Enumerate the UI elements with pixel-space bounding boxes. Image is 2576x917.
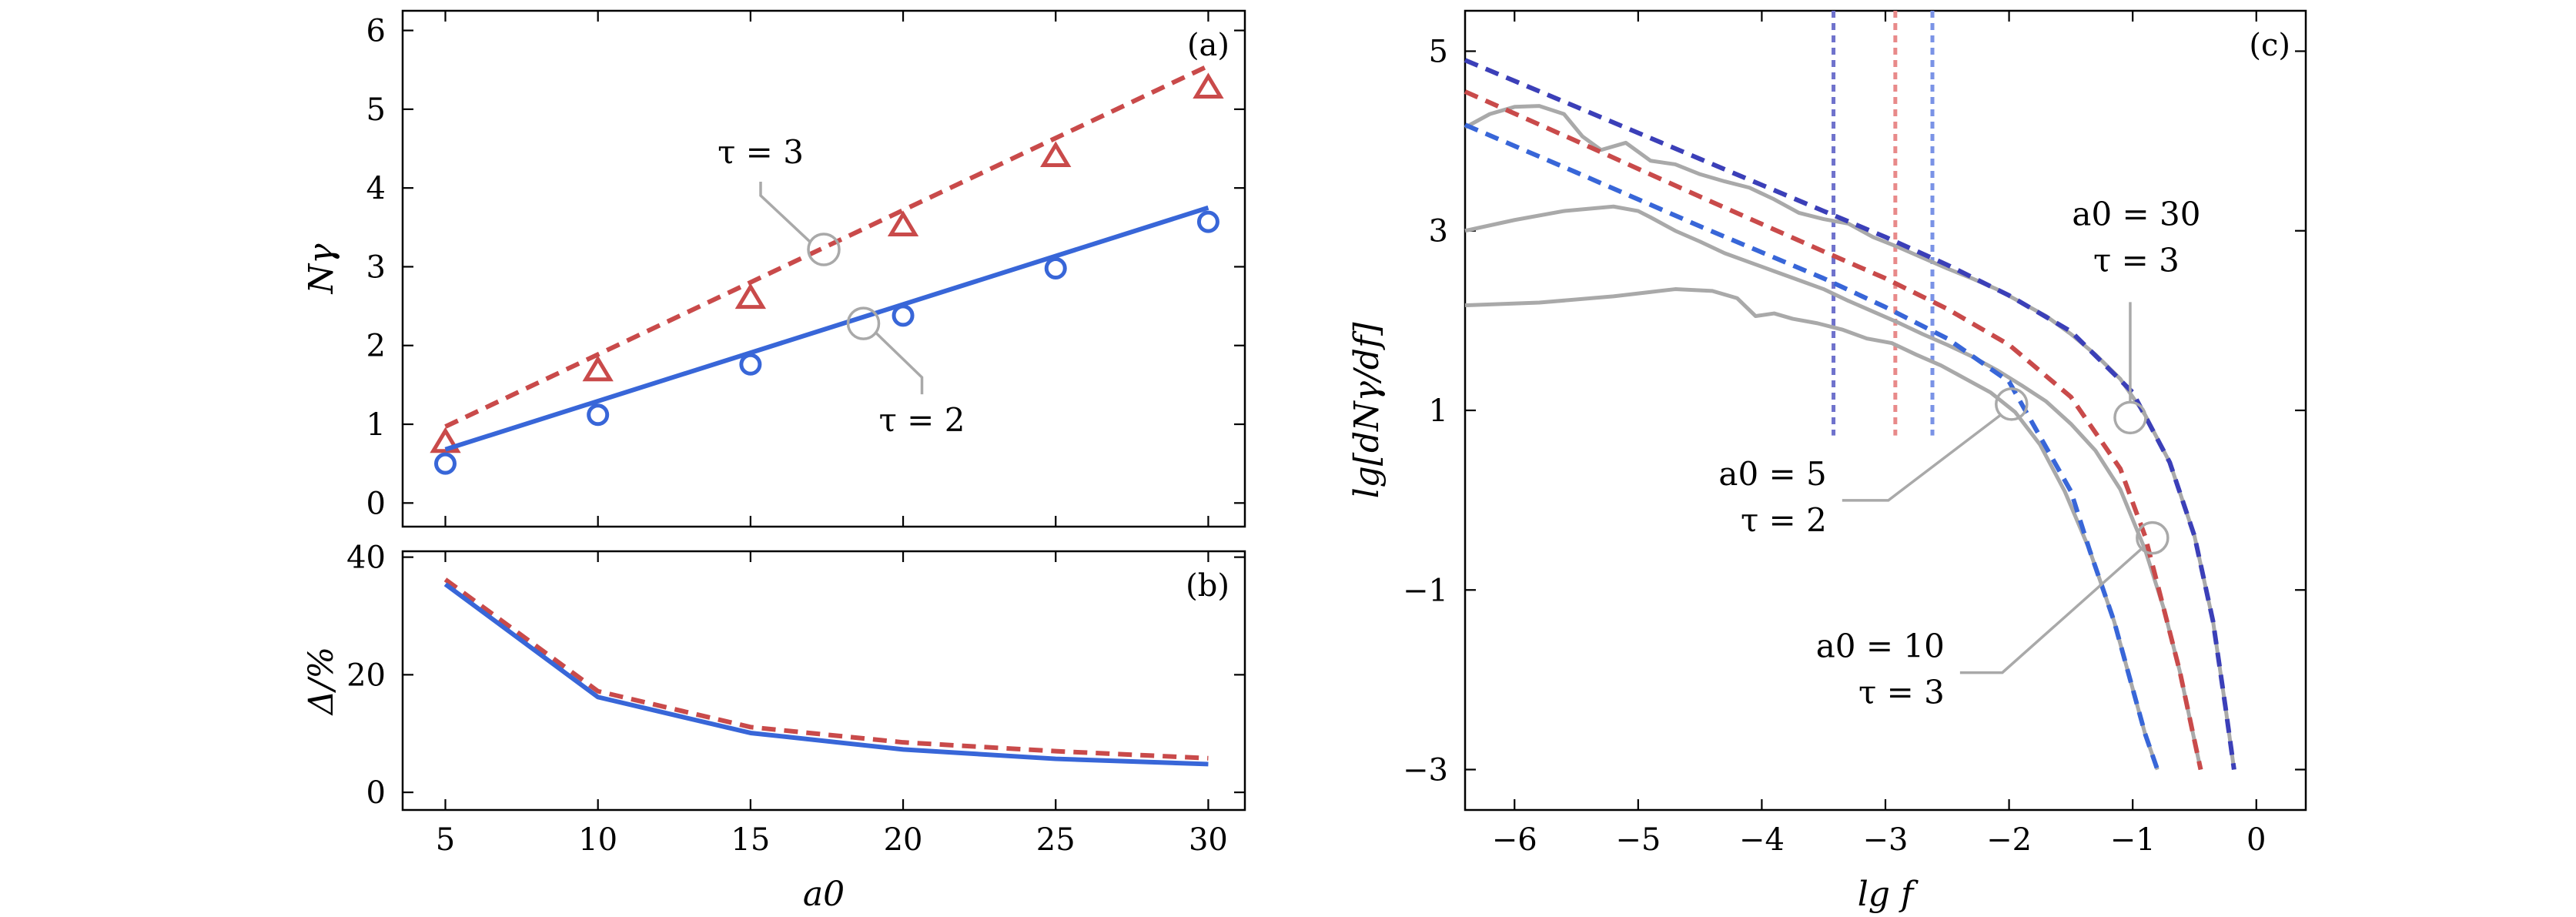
y-axis-label: Nγ	[302, 243, 341, 295]
y-tick-label: 0	[366, 775, 386, 811]
data-point-triangle	[734, 283, 767, 310]
series-line	[1464, 58, 2236, 770]
x-tick-label: −6	[1492, 822, 1537, 858]
y-tick-label: 3	[1429, 214, 1448, 249]
panel-label: (a)	[1187, 28, 1229, 63]
annotation-leader	[759, 181, 811, 243]
data-point-triangle	[582, 355, 614, 382]
x-tick-label: −3	[1863, 822, 1909, 858]
chart-panel-c: −6 −5 −4 −3 −2 −1 0 −3 −1 1 3 5 (c) lg f lg[dNγ/df] a0 …	[1347, 9, 2307, 914]
y-tick-label: 1	[1429, 393, 1448, 429]
x-axis-label: lg f	[1858, 875, 1919, 914]
annotation-marker	[2113, 400, 2147, 435]
y-tick-label: 4	[366, 171, 386, 206]
x-tick-label: −4	[1739, 822, 1785, 858]
annotation-marker	[1995, 387, 2029, 421]
panel-label: (c)	[2249, 28, 2290, 63]
series-line	[443, 577, 1209, 761]
annotation-label: a0 = 30	[2072, 195, 2200, 233]
y-tick-label: 6	[366, 14, 386, 49]
series-line	[1464, 122, 2160, 771]
x-tick-label: 10	[578, 822, 617, 858]
data-point-circle	[1044, 256, 1067, 279]
y-tick-label: −1	[1403, 573, 1448, 608]
annotation-leader	[875, 331, 924, 395]
x-tick-label: −2	[1986, 822, 2032, 858]
y-tick-label: −3	[1403, 753, 1448, 788]
annotation-label: τ = 3	[718, 133, 804, 171]
x-tick-label: 0	[2246, 822, 2266, 858]
data-point-circle	[587, 403, 610, 427]
data-point-circle	[739, 353, 762, 376]
x-tick-label: 20	[884, 822, 923, 858]
y-tick-label: 20	[346, 658, 386, 693]
y-tick-label: 40	[346, 540, 386, 576]
annotation-marker	[807, 233, 841, 266]
x-tick-label: 25	[1036, 822, 1076, 858]
data-point-circle	[433, 452, 457, 475]
annotation-leader	[1959, 547, 2143, 674]
x-tick-label: 30	[1189, 822, 1228, 858]
x-tick-label: 5	[436, 822, 455, 858]
series-line	[1464, 104, 2236, 770]
x-tick-label: 15	[731, 822, 770, 858]
data-point-triangle	[430, 427, 461, 453]
data-point-triangle	[1193, 72, 1224, 99]
chart-panel-a: 0 1 2 3 4 5 6 (a) Nγ τ = 3 τ = 2	[302, 9, 1246, 528]
y-tick-label: 3	[366, 249, 386, 285]
y-tick-label: 1	[366, 407, 386, 443]
y-axis-label: Δ/%	[302, 647, 341, 716]
y-tick-label: 0	[366, 486, 386, 521]
series-line	[1464, 89, 2203, 771]
annotation-marker	[2136, 520, 2170, 555]
annotation-label: τ = 3	[2093, 241, 2180, 279]
y-axis-label: lg[dNγ/df]	[1347, 322, 1387, 499]
series-line	[1464, 204, 2203, 771]
panel-label: (b)	[1186, 568, 1229, 604]
annotation-label: a0 = 5	[1718, 455, 1826, 493]
x-tick-label: −1	[2110, 822, 2156, 858]
annotation-label: τ = 2	[879, 401, 965, 439]
annotation-label: τ = 3	[1858, 674, 1945, 711]
x-axis-label: a0	[803, 875, 845, 914]
data-point-circle	[892, 304, 915, 327]
y-tick-label: 5	[366, 92, 386, 128]
x-tick-label: −5	[1615, 822, 1661, 858]
annotation-label: τ = 2	[1741, 501, 1827, 539]
series-line	[443, 582, 1209, 767]
data-point-triangle	[887, 210, 919, 237]
chart-panel-b: 5 10 15 20 25 30 0 20 40 (b) a0 Δ/%	[302, 540, 1246, 914]
annotation-marker	[846, 306, 881, 340]
y-tick-label: 5	[1429, 34, 1448, 69]
annotation-label: a0 = 10	[1816, 628, 1945, 665]
plot-frame	[401, 550, 1246, 812]
annotation-leader	[1842, 413, 2002, 502]
series-line	[444, 63, 1209, 429]
plot-frame	[401, 9, 1246, 528]
data-point-circle	[1196, 210, 1219, 233]
y-tick-label: 2	[366, 329, 386, 364]
series-line	[444, 205, 1209, 452]
data-point-triangle	[1040, 141, 1072, 167]
